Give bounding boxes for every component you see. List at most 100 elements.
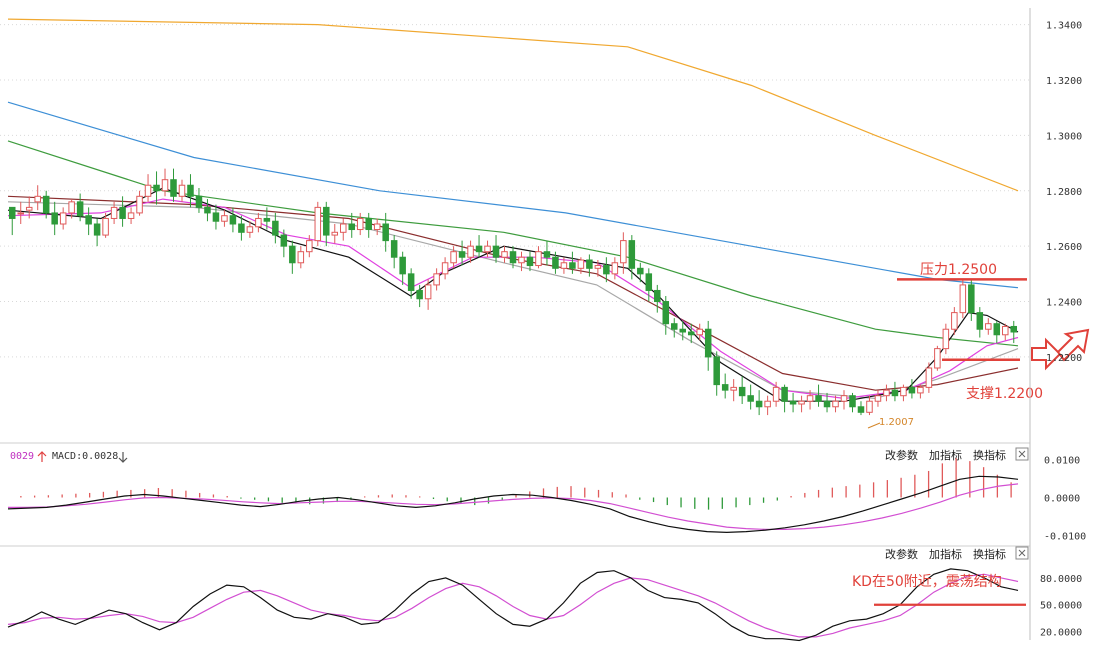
candle-body (840, 395, 848, 402)
macd-control-0: 改参数 (885, 448, 918, 462)
moving-average-lines (7, 18, 1019, 402)
candle-body (645, 273, 653, 291)
close-icon (1015, 546, 1029, 560)
candle-body (942, 328, 950, 350)
kd-annotation: KD在50附近，震荡结构 (852, 574, 1002, 590)
candle-body (348, 223, 355, 231)
candle-body (552, 256, 559, 269)
candle-body (526, 256, 534, 267)
candle-body (272, 220, 279, 236)
price-axis: 1.3400 1.3200 1.3000 1.2800 1.2600 1.2400 1.22… (1029, 8, 1082, 640)
candle-body (127, 212, 135, 219)
resistance-label: 压力1.2500 (920, 262, 997, 278)
macd-left-value: 0029 (10, 451, 34, 462)
candle-body (458, 251, 466, 258)
close-icon-cross (1018, 450, 1026, 458)
kd-control-2: 换指标 (973, 547, 1006, 561)
macd-control-1: 加指标 (929, 448, 962, 462)
annotations: 压力1.2500 支撑1.2200 1.2007 (867, 262, 1090, 429)
candle-body (654, 289, 661, 303)
candle-body (509, 251, 517, 264)
moving-average-line (7, 18, 1019, 192)
candle-body (747, 395, 754, 402)
candle-body (212, 212, 220, 222)
candle-body (110, 206, 118, 219)
candle-body (611, 262, 619, 275)
candle-body (280, 234, 288, 247)
candle-body (594, 265, 602, 269)
candle-body (704, 328, 712, 358)
candle-body (738, 386, 746, 397)
candle-body (144, 184, 152, 197)
candle-body (399, 256, 406, 275)
price-tick-label: 1.2200 (1046, 353, 1082, 364)
macd-label: MACD:0.0028 (52, 451, 118, 462)
close-icon (1015, 447, 1029, 461)
candle-body (730, 386, 737, 391)
candle-body (866, 400, 873, 413)
macd-panel: 0029 MACD:0.0028 改参数 加指标 换指标 0.0100 0.0000 -0.0… (7, 447, 1086, 542)
arrow-right-icon (1031, 337, 1062, 371)
candle-body (93, 223, 101, 236)
candle-body (76, 201, 84, 217)
price-tick-label: 1.2600 (1046, 242, 1082, 253)
candle-body (416, 289, 423, 300)
candle-body (603, 265, 610, 275)
candle-body (1002, 325, 1009, 336)
candle-body (798, 400, 805, 405)
candle-body (874, 395, 882, 402)
candle-body (365, 217, 372, 231)
macd-tick-label: 0.0100 (1044, 456, 1080, 467)
candle-body (891, 389, 899, 397)
price-tick-label: 1.2400 (1046, 298, 1082, 309)
candle-body (119, 206, 126, 219)
kd-tick-label: 80.0000 (1040, 574, 1082, 585)
candle-body (815, 395, 822, 402)
candle-body (849, 395, 856, 408)
candle-body (195, 195, 203, 208)
candle-body (297, 251, 305, 264)
candle-body (314, 206, 322, 242)
candle-body (161, 179, 169, 192)
candle-body (976, 312, 984, 330)
candle-body (34, 195, 41, 203)
candle-body (934, 348, 941, 369)
candle-body (306, 240, 313, 253)
moving-average-line (7, 201, 1019, 400)
candle-body (424, 284, 432, 300)
moving-average-line (7, 187, 1019, 402)
price-tick-label: 1.3400 (1046, 21, 1082, 32)
candle-body (8, 206, 16, 219)
candle-body (484, 245, 491, 253)
candle-body (187, 184, 194, 197)
candle-body (764, 400, 771, 408)
candle-body (713, 356, 720, 386)
candle-body (1010, 325, 1018, 333)
candle-body (289, 245, 296, 264)
candle-body (255, 217, 262, 228)
candle-body (246, 226, 254, 233)
moving-average-line (7, 198, 1019, 400)
candle-body (696, 328, 703, 336)
candle-body (806, 395, 814, 402)
candle-body (51, 212, 58, 225)
candle-body (68, 201, 75, 214)
candle-body (637, 267, 644, 275)
candle-body (993, 323, 1001, 336)
candle-body (968, 284, 975, 314)
candle-body (687, 331, 695, 336)
candle-body (857, 406, 865, 413)
candle-body (17, 212, 24, 215)
candle-body (85, 215, 92, 225)
macd-control-2: 换指标 (973, 448, 1006, 462)
candle-body (569, 262, 576, 269)
candle-body (433, 273, 440, 286)
moving-average-line (7, 140, 1019, 347)
candle-body (908, 386, 916, 394)
candle-body (229, 215, 237, 225)
kd-k-line (7, 568, 1019, 642)
candle-body (153, 184, 160, 192)
candle-body (671, 323, 678, 330)
candle-body (467, 245, 474, 258)
close-icon-cross (1018, 549, 1026, 557)
